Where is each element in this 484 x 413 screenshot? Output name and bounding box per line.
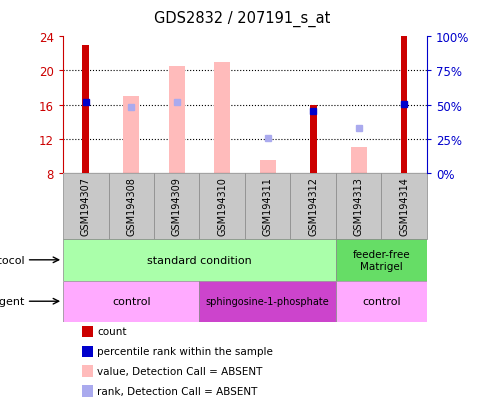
Text: standard condition: standard condition — [147, 255, 251, 265]
Bar — [108, 173, 153, 240]
Text: rank, Detection Call = ABSENT: rank, Detection Call = ABSENT — [97, 386, 257, 396]
Text: count: count — [97, 327, 126, 337]
Text: GSM194313: GSM194313 — [353, 177, 363, 236]
Text: control: control — [112, 297, 150, 306]
Text: value, Detection Call = ABSENT: value, Detection Call = ABSENT — [97, 366, 262, 376]
Text: agent: agent — [0, 297, 24, 306]
Bar — [290, 173, 335, 240]
Bar — [350, 148, 366, 173]
Bar — [168, 67, 184, 173]
Bar — [199, 281, 335, 322]
Bar — [335, 173, 380, 240]
Bar — [244, 173, 290, 240]
Text: feeder-free
Matrigel: feeder-free Matrigel — [352, 249, 409, 271]
Bar — [214, 63, 230, 173]
Text: GSM194307: GSM194307 — [81, 177, 91, 236]
Text: GSM194309: GSM194309 — [171, 177, 182, 236]
Bar — [259, 161, 275, 173]
Text: GSM194314: GSM194314 — [398, 177, 408, 236]
Bar — [400, 37, 407, 173]
Text: GDS2832 / 207191_s_at: GDS2832 / 207191_s_at — [154, 10, 330, 27]
Text: GSM194311: GSM194311 — [262, 177, 272, 236]
Text: sphingosine-1-phosphate: sphingosine-1-phosphate — [205, 297, 329, 306]
Text: growth protocol: growth protocol — [0, 255, 24, 265]
Bar — [335, 281, 426, 322]
Bar — [82, 46, 89, 173]
Bar — [153, 173, 199, 240]
Bar — [63, 281, 199, 322]
Bar — [199, 173, 244, 240]
Bar — [123, 97, 139, 173]
Text: GSM194308: GSM194308 — [126, 177, 136, 236]
Bar — [309, 106, 316, 173]
Text: control: control — [361, 297, 400, 306]
Bar — [335, 240, 426, 281]
Bar — [380, 173, 426, 240]
Text: GSM194310: GSM194310 — [217, 177, 227, 236]
Bar — [63, 173, 108, 240]
Bar — [63, 240, 335, 281]
Text: GSM194312: GSM194312 — [307, 177, 318, 236]
Text: percentile rank within the sample: percentile rank within the sample — [97, 347, 272, 356]
